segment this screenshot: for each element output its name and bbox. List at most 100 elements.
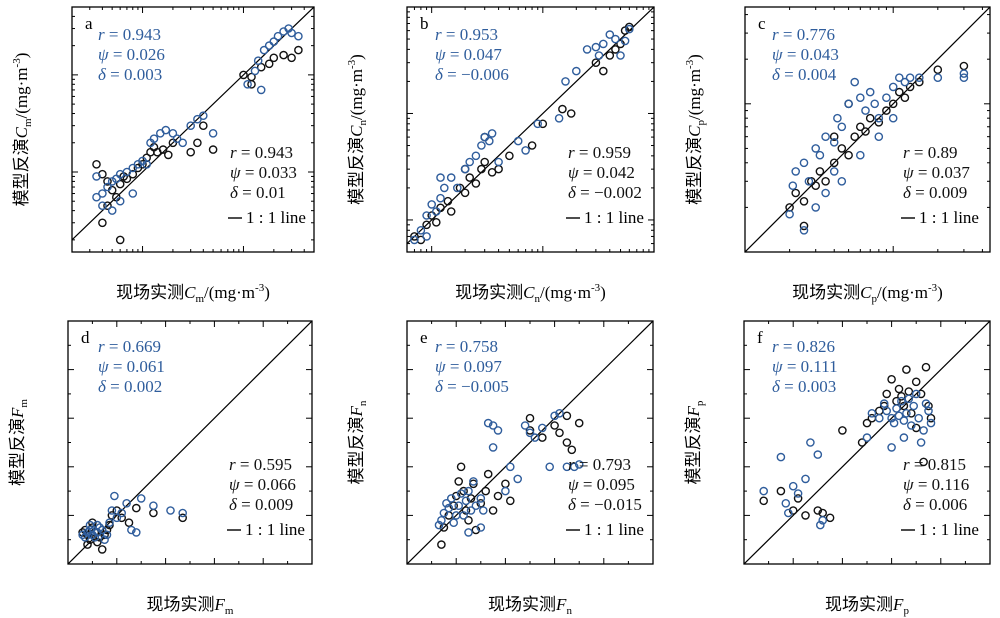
data-point-black — [163, 150, 173, 160]
stat-line: r = 0.793 — [568, 455, 631, 474]
stat-line: δ = 0.002 — [98, 377, 162, 396]
data-point-blue — [520, 421, 530, 430]
stat-line: r = 0.758 — [435, 337, 498, 356]
data-point-blue — [572, 66, 581, 76]
data-point-blue — [264, 41, 274, 50]
panel-a: a 现场实测Cm/(mg·m-3) 模型反演Cm/(mg·m-3) r = 0.943… — [11, 6, 315, 305]
data-point-blue — [78, 530, 87, 540]
data-point-black — [904, 387, 914, 396]
data-point-black — [838, 426, 847, 435]
data-point-blue — [599, 39, 608, 49]
data-point-black — [469, 479, 478, 489]
stat-line: δ = −0.002 — [568, 183, 642, 202]
data-point-black — [439, 523, 449, 532]
data-point-black — [105, 520, 114, 530]
data-point-black — [505, 496, 515, 506]
data-point-black — [862, 418, 872, 428]
data-point-blue — [759, 486, 769, 496]
data-point-blue — [410, 235, 419, 245]
data-point-black — [493, 491, 503, 501]
data-point-blue — [892, 404, 901, 413]
data-point-blue — [464, 486, 473, 496]
data-point-blue — [287, 28, 296, 38]
data-point-blue — [439, 508, 449, 518]
data-point-black — [788, 506, 798, 515]
data-point-blue — [107, 206, 117, 215]
data-point-blue — [784, 508, 793, 518]
data-point-blue — [867, 408, 877, 418]
data-point-black — [454, 477, 464, 486]
stat-line: r = 0.943 — [98, 25, 161, 44]
data-point-blue — [895, 73, 904, 82]
data-point-black — [525, 413, 535, 423]
data-point-blue — [785, 209, 794, 219]
stat-line: r = 0.826 — [772, 337, 835, 356]
data-point-blue — [907, 421, 916, 430]
data-point-blue — [554, 114, 564, 123]
data-point-black — [916, 389, 926, 399]
data-point-blue — [256, 85, 266, 95]
data-point-blue — [93, 520, 102, 530]
data-point-blue — [208, 128, 218, 138]
data-point-blue — [570, 462, 579, 472]
data-point-blue — [483, 418, 493, 428]
data-point-blue — [815, 150, 825, 160]
data-point-black — [902, 365, 911, 374]
data-point-blue — [833, 113, 842, 123]
data-point-blue — [799, 158, 809, 168]
data-point-blue — [250, 66, 260, 76]
data-point-black — [527, 141, 537, 150]
data-point-black — [821, 176, 830, 186]
data-point-black — [487, 167, 497, 177]
data-point-blue — [243, 80, 252, 89]
data-point-black — [466, 494, 476, 503]
data-point-blue — [513, 136, 523, 146]
data-point-blue — [437, 516, 446, 525]
data-point-black — [98, 218, 107, 228]
data-point-blue — [259, 45, 269, 55]
data-point-blue — [804, 176, 814, 186]
data-point-blue — [102, 530, 112, 540]
data-point-black — [449, 501, 459, 511]
data-point-black — [815, 167, 825, 176]
data-point-blue — [844, 99, 853, 109]
data-point-black — [459, 486, 468, 496]
data-point-black — [488, 506, 498, 515]
data-point-black — [899, 401, 909, 411]
one-to-one-line — [68, 321, 312, 564]
data-point-blue — [95, 523, 104, 532]
y-axis-label: 模型反演Fm — [8, 399, 30, 486]
data-point-black — [103, 177, 112, 186]
data-point-black — [856, 122, 865, 132]
data-point-black — [178, 513, 187, 523]
data-point-black — [193, 138, 202, 148]
data-point-blue — [501, 486, 510, 496]
data-point-blue — [142, 159, 151, 169]
legend-label: 1 : 1 line — [584, 208, 644, 227]
data-point-blue — [83, 528, 92, 537]
data-point-blue — [488, 443, 498, 452]
data-point-blue — [131, 528, 141, 537]
data-point-blue — [900, 77, 910, 87]
data-point-black — [471, 179, 481, 188]
data-point-black — [861, 127, 870, 136]
legend-label: 1 : 1 line — [246, 208, 306, 227]
data-point-black — [93, 537, 102, 547]
y-axis-label: 模型反演Cm/(mg·m-3) — [11, 53, 34, 207]
y-axis-label: 模型反演Cn/(mg·m-3) — [346, 54, 369, 205]
data-point-black — [567, 445, 577, 455]
data-point-black — [759, 496, 769, 506]
stat-line: r = 0.669 — [98, 337, 161, 356]
stat-line: δ = −0.006 — [435, 65, 509, 84]
data-point-blue — [888, 113, 898, 123]
points-a — [92, 24, 303, 245]
data-point-black — [599, 66, 608, 76]
points-c — [785, 61, 969, 235]
data-point-black — [799, 196, 809, 206]
data-point-blue — [149, 501, 158, 511]
data-point-black — [239, 70, 248, 80]
data-point-blue — [806, 438, 815, 447]
